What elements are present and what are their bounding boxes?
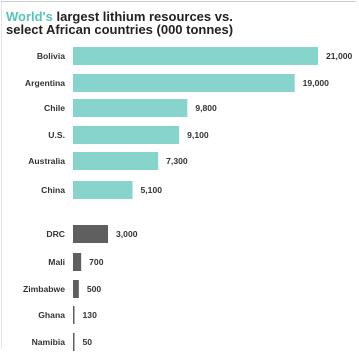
- bar-australia: [73, 152, 159, 170]
- category-label: Australia: [28, 156, 65, 166]
- value-label: 3,000: [116, 229, 138, 239]
- value-label: 9,800: [195, 103, 217, 113]
- category-label: Bolivia: [37, 51, 65, 61]
- category-label: Argentina: [25, 78, 65, 88]
- category-label: China: [41, 185, 65, 195]
- bar-namibia: [73, 333, 75, 351]
- value-label: 21,000: [326, 51, 353, 61]
- category-label: Ghana: [38, 310, 65, 320]
- value-label: 700: [89, 257, 104, 267]
- bar-us: [73, 126, 180, 144]
- bar-chile: [73, 99, 188, 117]
- value-label: 9,100: [187, 130, 209, 140]
- category-label: Mali: [48, 257, 65, 267]
- bar-argentina: [73, 74, 295, 92]
- value-label: 7,300: [166, 156, 188, 166]
- value-label: 130: [83, 310, 98, 320]
- bar-mali: [73, 253, 82, 271]
- bar-ghana: [73, 306, 75, 324]
- title-accent: World's: [6, 9, 53, 24]
- category-label: Zimbabwe: [23, 284, 65, 294]
- value-label: 50: [83, 337, 93, 347]
- title-line2: select African countries (000 tonnes): [6, 22, 234, 37]
- category-label: Namibia: [32, 337, 66, 347]
- category-label: Chile: [44, 103, 65, 113]
- value-label: 5,100: [141, 185, 163, 195]
- chart-frame: [1, 1, 356, 349]
- value-label: 19,000: [303, 78, 330, 88]
- value-label: 500: [87, 284, 102, 294]
- chart-title: World's largest lithium resources vs. sel…: [6, 10, 356, 36]
- bar-zimbabwe: [73, 280, 79, 298]
- bar-china: [73, 181, 133, 199]
- bar-drc: [73, 225, 108, 243]
- category-label: U.S.: [48, 130, 65, 140]
- category-label: DRC: [46, 229, 65, 239]
- bar-bolivia: [73, 47, 318, 65]
- title-line1: largest lithium resources vs.: [52, 9, 233, 24]
